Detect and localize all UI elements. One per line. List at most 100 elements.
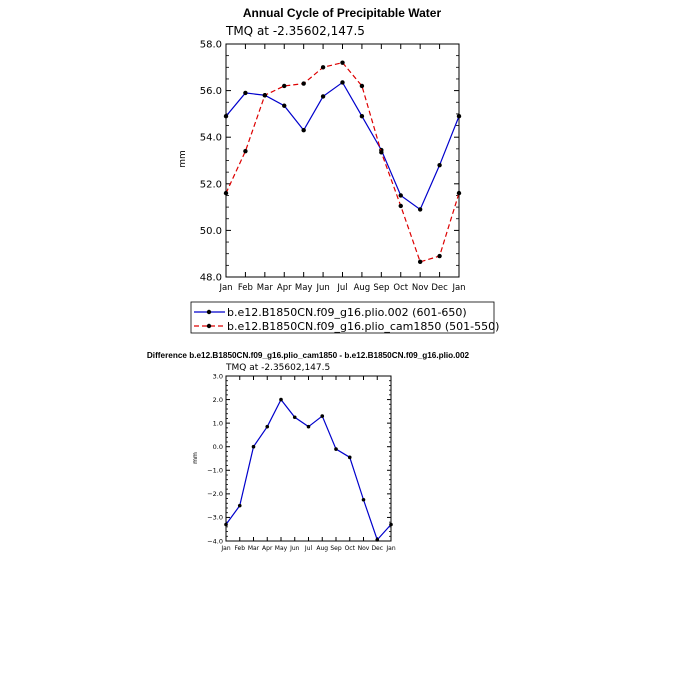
chart1-subtitle: TMQ at -2.35602,147.5	[225, 24, 365, 38]
series-line-1	[225, 61, 460, 263]
x-tick-label: Jul	[336, 283, 347, 293]
y-tick-label: 0.0	[213, 443, 223, 451]
series-point-1	[243, 148, 248, 154]
x-tick-label: Mar	[248, 545, 260, 552]
chart1-ylabel: mm	[178, 150, 188, 168]
series-point-0	[251, 444, 256, 449]
chart1-title: Annual Cycle of Precipitable Water	[243, 6, 442, 20]
series-point-0	[243, 90, 248, 96]
series-point-1	[223, 190, 229, 196]
y-tick-label: 54.0	[200, 133, 222, 144]
series-point-1	[437, 253, 442, 259]
series-point-0	[398, 193, 403, 198]
precipitable-water-chart: Annual Cycle of Precipitable Water TMQ a…	[178, 6, 466, 293]
x-tick-label: Aug	[354, 283, 371, 293]
chart2-y-axis: −4.0 −3.0 −2.0 −1.0 0.0 1.0 2.0 3.0	[207, 372, 391, 545]
series-point-0	[320, 414, 325, 418]
series-point-0	[279, 397, 283, 402]
legend-label-plio002: b.e12.B1850CN.f09_g16.plio.002 (601-650)	[227, 306, 467, 319]
x-tick-label: May	[275, 545, 288, 552]
x-tick-label: Dec	[431, 283, 448, 293]
x-tick-label: Jul	[304, 545, 313, 552]
series-point-0	[417, 207, 423, 212]
x-tick-label: Oct	[345, 545, 356, 552]
y-tick-label: 2.0	[213, 396, 223, 404]
y-tick-label: 56.0	[200, 86, 222, 97]
series-point-1	[340, 60, 345, 65]
x-tick-label: Sep	[330, 545, 342, 552]
x-tick-label: Mar	[257, 283, 274, 293]
legend-box	[190, 301, 495, 334]
y-tick-label: −4.0	[207, 537, 223, 545]
x-tick-label: Nov	[412, 283, 429, 293]
x-tick-label: Feb	[238, 283, 253, 293]
series-point-1	[262, 93, 268, 98]
x-tick-label: Dec	[371, 545, 383, 552]
series-point-0	[320, 94, 326, 99]
chart1-y-axis: 48.0 50.0 52.0 54.0 56.0 58.0	[200, 40, 459, 284]
y-tick-label: 48.0	[200, 273, 222, 284]
series-point-0	[456, 114, 462, 119]
x-tick-label: Aug	[316, 545, 328, 552]
x-tick-label: Apr	[262, 545, 273, 552]
x-tick-label: May	[295, 283, 313, 293]
chart2-ylabel: mm	[192, 452, 199, 464]
chart2-series	[224, 397, 393, 542]
x-tick-label: Feb	[234, 545, 245, 552]
x-tick-label: Jan	[218, 283, 232, 293]
series-point-0	[282, 103, 287, 108]
legend-marker-cam1850	[206, 323, 212, 329]
x-tick-label: Jan	[385, 545, 395, 552]
series-point-0	[223, 114, 229, 119]
x-tick-label: Apr	[277, 283, 292, 293]
chart1-series	[223, 60, 462, 265]
series-point-1	[301, 81, 306, 86]
series-point-0	[361, 497, 366, 502]
series-point-0	[292, 415, 297, 420]
series-line-0	[225, 81, 460, 211]
series-point-0	[237, 503, 242, 508]
series-point-1	[282, 83, 287, 89]
series-point-0	[306, 424, 311, 429]
series-point-1	[417, 259, 423, 265]
series-point-0	[334, 447, 338, 451]
y-tick-label: −3.0	[207, 514, 223, 522]
y-tick-label: 3.0	[213, 372, 223, 380]
series-point-0	[375, 538, 380, 542]
y-tick-label: 52.0	[200, 179, 222, 190]
series-point-0	[265, 424, 270, 429]
legend-label-cam1850: b.e12.B1850CN.f09_g16.plio_cam1850 (501-…	[227, 320, 499, 333]
x-tick-label: Nov	[358, 545, 370, 552]
y-tick-label: 1.0	[213, 419, 223, 427]
series-point-0	[301, 128, 306, 133]
x-tick-label: Oct	[393, 283, 408, 293]
chart1-x-axis: Jan Feb Mar Apr May Jun Jul Aug Sep Oct Nov Dec Jan	[218, 44, 466, 293]
chart2-x-axis: Jan Feb Mar Apr May Jun Jul Aug Sep Oct Nov Dec Jan	[220, 376, 396, 552]
y-tick-label: 50.0	[200, 226, 222, 237]
series-point-0	[359, 114, 365, 119]
x-tick-label: Jun	[289, 545, 300, 552]
series-point-0	[389, 522, 393, 527]
series-point-0	[340, 80, 345, 85]
y-tick-label: 58.0	[200, 40, 222, 51]
x-tick-label: Jan	[220, 545, 230, 552]
series-point-0	[347, 455, 352, 460]
series-point-0	[224, 522, 228, 527]
series-point-0	[437, 162, 442, 168]
chart1-legend: b.e12.B1850CN.f09_g16.plio.002 (601-650)…	[190, 301, 499, 334]
difference-chart: Difference b.e12.B1850CN.f09_g16.plio_ca…	[147, 351, 470, 552]
y-tick-label: −1.0	[207, 467, 223, 475]
y-tick-label: −2.0	[207, 490, 223, 498]
series-point-1	[359, 83, 365, 89]
chart2-title: Difference b.e12.B1850CN.f09_g16.plio_ca…	[147, 351, 470, 360]
x-tick-label: Jun	[315, 283, 329, 293]
chart2-subtitle: TMQ at -2.35602,147.5	[225, 363, 330, 373]
x-tick-label: Jan	[451, 283, 465, 293]
series-point-1	[320, 65, 326, 70]
series-point-1	[379, 150, 384, 155]
series-point-1	[398, 203, 403, 209]
legend-marker-plio002	[206, 309, 212, 315]
series-point-1	[456, 190, 462, 196]
series-line-0	[225, 398, 392, 541]
